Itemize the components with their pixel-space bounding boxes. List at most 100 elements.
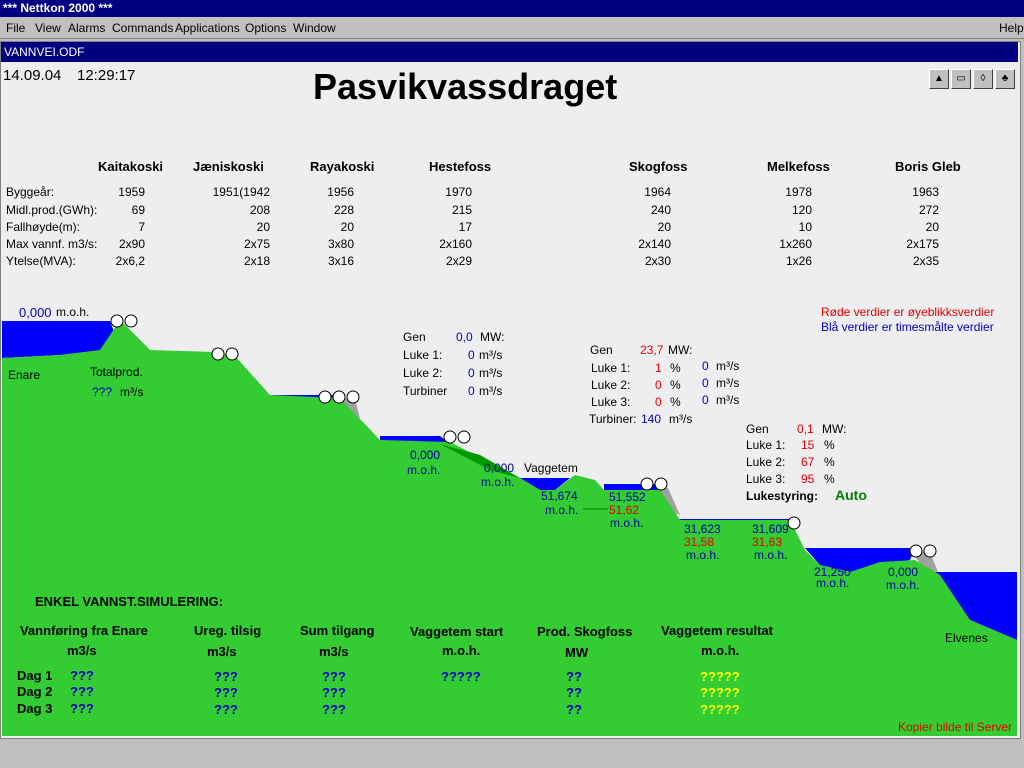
- sim-value[interactable]: ???: [322, 702, 346, 717]
- sim-value[interactable]: ??: [566, 702, 582, 717]
- menu-commands[interactable]: Commands: [112, 21, 174, 35]
- table-cell: 20: [657, 220, 671, 234]
- p1-luke2-value: 0: [468, 366, 475, 380]
- enare-level: 0,000: [19, 305, 52, 320]
- sim-col-vaggetem-resultat-unit: m.o.h.: [701, 643, 740, 658]
- p2-luke1-pct-unit: %: [670, 361, 681, 375]
- table-cell: 1964: [644, 185, 671, 199]
- p1-gen-value: 0,0: [456, 330, 473, 344]
- p1-luke1-label: Luke 1:: [403, 348, 443, 362]
- menu-alarms[interactable]: Alarms: [68, 21, 106, 35]
- moh-skogfoss: m.o.h.: [610, 516, 644, 530]
- table-cell: 1978: [785, 185, 812, 199]
- menu-window[interactable]: Window: [293, 21, 336, 35]
- p2-luke2-flow: 0: [702, 376, 709, 390]
- level-melkefoss-upper-instant: 31,58: [684, 535, 715, 549]
- totalprod-unit: m³/s: [120, 385, 144, 399]
- menu-file[interactable]: File: [6, 21, 26, 35]
- minimize-icon[interactable]: ▭: [951, 69, 971, 89]
- sim-row-label: Dag 3: [17, 701, 53, 716]
- sim-col-ureg-unit: m3/s: [207, 644, 237, 659]
- sim-value[interactable]: ?????: [700, 702, 740, 717]
- station-kaitakoski: Kaitakoski: [98, 159, 164, 174]
- totalprod-value: ???: [92, 385, 113, 399]
- row-label-maxvannf: Max vannf. m3/s:: [6, 237, 98, 251]
- p1-luke2-label: Luke 2:: [403, 366, 443, 380]
- station-boris-gleb: Boris Gleb: [895, 159, 961, 174]
- table-cell: 208: [249, 203, 270, 217]
- enare-moh: m.o.h.: [56, 305, 90, 319]
- table-cell: 120: [791, 203, 812, 217]
- sim-value[interactable]: ?????: [700, 669, 740, 684]
- document-title-bar: VANNVEI.ODF: [1, 42, 1018, 62]
- sim-value[interactable]: ???: [214, 702, 238, 717]
- p2-gen-label: Gen: [590, 343, 613, 357]
- scroll-up-icon[interactable]: ▲: [929, 69, 949, 89]
- level-boris-gleb: 0,000: [888, 565, 919, 579]
- menu-applications[interactable]: Applications: [175, 21, 240, 35]
- p2-turb-label: Turbiner:: [589, 412, 637, 426]
- p1-luke1-value: 0: [468, 348, 475, 362]
- sim-value[interactable]: ???: [322, 669, 346, 684]
- sim-value[interactable]: ???: [70, 668, 94, 683]
- table-cell: 2x18: [243, 254, 270, 268]
- sim-col-ureg: Ureg. tilsig: [194, 623, 262, 638]
- level-boris-gleb-upper: 21,250: [814, 565, 851, 579]
- moh-melkefoss-upper: m.o.h.: [686, 548, 720, 562]
- table-cell: 7: [138, 220, 145, 234]
- p1-luke1-unit: m³/s: [479, 348, 503, 362]
- table-cell: 20: [256, 220, 270, 234]
- menu-view[interactable]: View: [35, 21, 61, 35]
- menu-help[interactable]: Help: [999, 21, 1024, 35]
- station-skogfoss: Skogfoss: [629, 159, 688, 174]
- sim-row-label: Dag 2: [17, 684, 53, 699]
- p2-luke3-flow-unit: m³/s: [716, 393, 740, 407]
- menu-options[interactable]: Options: [245, 21, 287, 35]
- sim-value[interactable]: ???: [70, 684, 94, 699]
- p3-lukestyring-value[interactable]: Auto: [835, 487, 867, 503]
- p2-luke3-flow: 0: [702, 393, 709, 407]
- sim-value[interactable]: ?????: [441, 669, 481, 684]
- table-cell: 10: [798, 220, 812, 234]
- sim-col-vaggetem-resultat: Vaggetem resultat: [661, 623, 773, 638]
- moh-melkefoss: m.o.h.: [754, 548, 788, 562]
- table-cell: 2x175: [906, 237, 939, 251]
- p2-turb-unit: m³/s: [669, 412, 693, 426]
- app-title-bar: *** Nettkon 2000 ***: [0, 0, 1024, 17]
- p3-luke1-unit: %: [824, 438, 835, 452]
- p2-luke1-flow-unit: m³/s: [716, 359, 740, 373]
- bell-icon[interactable]: ♣: [995, 69, 1015, 89]
- table-cell: 1970: [445, 185, 472, 199]
- sim-value[interactable]: ???: [322, 685, 346, 700]
- scale-icon[interactable]: ◊: [973, 69, 993, 89]
- sim-value[interactable]: ???: [214, 685, 238, 700]
- date: 14.09.04: [3, 67, 62, 84]
- p2-luke3-pct-unit: %: [670, 395, 681, 409]
- table-cell: 228: [333, 203, 354, 217]
- row-label-fallhoyde: Fallhøyde(m):: [6, 220, 81, 234]
- vaggetem-label: Vaggetem: [524, 461, 578, 475]
- table-cell: 1959: [118, 185, 145, 199]
- p1-luke2-unit: m³/s: [479, 366, 503, 380]
- sim-value[interactable]: ??: [566, 685, 582, 700]
- moh-boris-gleb: m.o.h.: [886, 578, 920, 592]
- legend-blue: Blå verdier er timesmålte verdier: [821, 320, 994, 334]
- p1-turb-unit: m³/s: [479, 384, 503, 398]
- sim-value[interactable]: ?????: [700, 685, 740, 700]
- sim-col-enare-unit: m3/s: [67, 643, 97, 658]
- station-melkefoss: Melkefoss: [767, 159, 830, 174]
- sim-value[interactable]: ???: [70, 701, 94, 716]
- copy-to-server-link[interactable]: Kopier bilde til Server: [898, 720, 1013, 734]
- sim-value[interactable]: ??: [566, 669, 582, 684]
- sim-col-prod-skogfoss: Prod. Skogfoss: [537, 624, 633, 639]
- page-title: Pasvikvassdraget: [313, 66, 618, 107]
- row-label-byggeaar: Byggeår:: [6, 185, 55, 199]
- p2-luke1-label: Luke 1:: [591, 361, 631, 375]
- legend-red: Røde verdier er øyeblikksverdier: [821, 305, 995, 319]
- p3-luke1-label: Luke 1:: [746, 438, 786, 452]
- table-cell: 272: [918, 203, 939, 217]
- sim-col-enare: Vannføring fra Enare: [20, 623, 148, 638]
- elvenes-label: Elvenes: [945, 631, 988, 645]
- sim-value[interactable]: ???: [214, 669, 238, 684]
- moh-hestefoss: m.o.h.: [407, 463, 441, 477]
